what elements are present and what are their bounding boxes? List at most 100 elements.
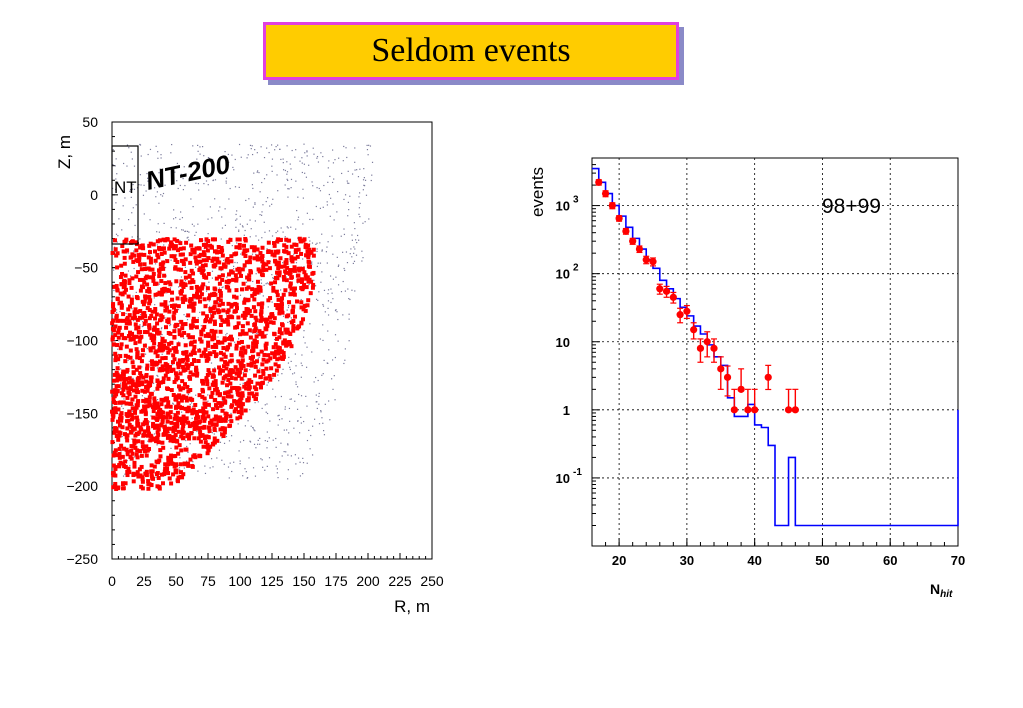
muon-bundle-point: [186, 230, 189, 232]
neutrino-event-point: [226, 314, 231, 319]
muon-bundle-point: [265, 411, 267, 413]
neutrino-event-point: [166, 462, 171, 467]
neutrino-event-point: [232, 294, 237, 299]
muon-bundle-point: [295, 262, 298, 264]
neutrino-event-point: [178, 474, 183, 479]
neutrino-event-point: [133, 410, 138, 415]
muon-bundle-point: [295, 381, 297, 383]
neutrino-event-point: [252, 256, 257, 261]
neutrino-event-point: [262, 334, 267, 339]
muon-bundle-point: [168, 301, 171, 303]
neutrino-event-point: [305, 249, 310, 254]
muon-bundle-point: [112, 317, 114, 320]
neutrino-event-point: [239, 287, 244, 292]
neutrino-event-point: [203, 304, 208, 309]
neutrino-event-point: [210, 344, 215, 349]
neutrino-event-point: [212, 350, 217, 355]
muon-bundle-point: [321, 374, 323, 376]
neutrino-event-point: [174, 438, 179, 443]
neutrino-event-point: [273, 362, 278, 367]
neutrino-event-point: [206, 256, 211, 261]
muon-bundle-point: [230, 435, 233, 437]
neutrino-event-point: [118, 291, 123, 296]
neutrino-event-point: [247, 260, 252, 265]
histogram-y-tick-label: 10: [556, 471, 570, 486]
neutrino-event-point: [261, 371, 266, 376]
muon-bundle-point: [190, 174, 192, 176]
neutrino-event-point: [234, 346, 239, 351]
neutrino-event-point: [165, 346, 170, 351]
muon-bundle-point: [194, 298, 196, 300]
neutrino-event-point: [122, 255, 127, 260]
muon-bundle-point: [156, 444, 158, 446]
neutrino-event-point: [117, 423, 122, 428]
neutrino-event-point: [162, 343, 167, 348]
neutrino-event-point: [134, 248, 139, 253]
neutrino-event-point: [226, 280, 231, 285]
muon-bundle-point: [313, 153, 315, 155]
muon-bundle-point: [302, 197, 304, 199]
histogram-y-tick-exponent: -1: [573, 467, 582, 478]
neutrino-event-point: [228, 334, 233, 339]
neutrino-event-point: [121, 312, 126, 317]
neutrino-event-point: [139, 252, 143, 257]
neutrino-event-point: [122, 446, 127, 451]
neutrino-event-point: [111, 414, 116, 419]
neutrino-event-point: [241, 331, 246, 336]
muon-bundle-point: [267, 283, 270, 285]
neutrino-event-point: [214, 344, 219, 349]
neutrino-event-point: [310, 271, 315, 276]
muon-bundle-point: [310, 434, 312, 437]
neutrino-event-point: [144, 421, 149, 426]
neutrino-event-point: [115, 419, 120, 424]
muon-bundle-point: [272, 377, 274, 379]
neutrino-event-point: [130, 397, 135, 402]
muon-bundle-point: [111, 298, 113, 300]
neutrino-event-point: [227, 370, 232, 375]
neutrino-event-point: [304, 285, 309, 290]
muon-bundle-point: [301, 171, 303, 174]
muon-bundle-point: [254, 149, 256, 151]
neutrino-event-point: [264, 327, 269, 332]
muon-bundle-point: [171, 143, 173, 146]
muon-bundle-point: [349, 195, 351, 197]
neutrino-event-point: [140, 479, 145, 484]
neutrino-event-point: [191, 308, 196, 313]
muon-bundle-point: [192, 461, 194, 463]
muon-bundle-point: [127, 270, 130, 272]
muon-bundle-point: [192, 405, 194, 407]
muon-bundle-point: [259, 437, 261, 440]
neutrino-event-point: [253, 364, 258, 369]
muon-bundle-point: [294, 454, 296, 456]
muon-bundle-point: [115, 202, 117, 204]
neutrino-event-point: [179, 279, 184, 284]
neutrino-event-point: [306, 259, 311, 264]
muon-bundle-point: [234, 341, 236, 343]
neutrino-event-point: [127, 380, 132, 385]
muon-bundle-point: [251, 253, 254, 255]
neutrino-event-point: [169, 453, 174, 458]
muon-bundle-point: [211, 432, 213, 434]
muon-bundle-point: [351, 173, 354, 175]
neutrino-event-point: [136, 270, 141, 275]
neutrino-event-point: [207, 351, 212, 356]
neutrino-event-point: [234, 371, 239, 376]
muon-bundle-point: [271, 203, 273, 205]
neutrino-event-point: [221, 346, 226, 351]
neutrino-event-point: [213, 342, 218, 347]
neutrino-event-point: [137, 467, 142, 472]
neutrino-event-point: [212, 398, 217, 403]
neutrino-event-point: [187, 335, 192, 340]
muon-bundle-point: [115, 178, 117, 180]
neutrino-event-point: [181, 259, 186, 264]
muon-bundle-point: [277, 144, 279, 146]
neutrino-event-point: [212, 417, 217, 422]
neutrino-event-point: [135, 351, 140, 356]
neutrino-event-point: [175, 410, 180, 415]
data-point: [656, 285, 664, 293]
muon-bundle-point: [316, 401, 318, 403]
neutrino-event-point: [207, 319, 212, 324]
muon-bundle-point: [353, 222, 355, 224]
neutrino-event-point: [251, 341, 256, 346]
muon-bundle-point: [226, 332, 228, 335]
